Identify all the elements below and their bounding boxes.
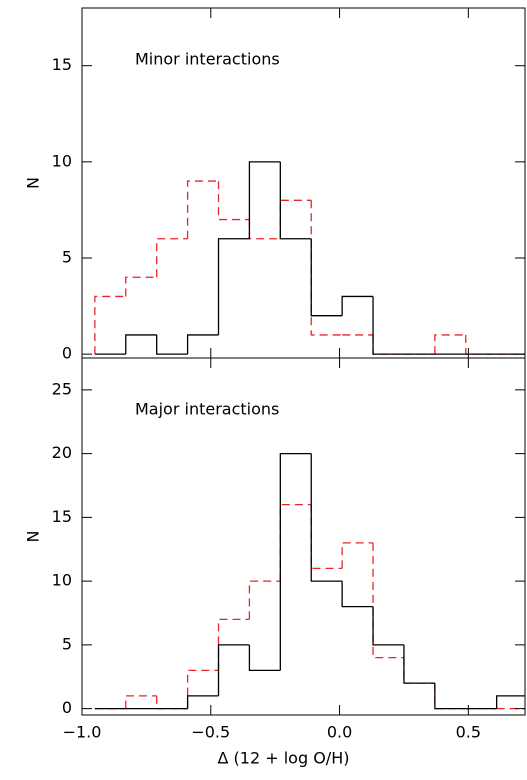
- histogram-bin: [372, 296, 404, 355]
- histogram-bin: [341, 581, 374, 608]
- histogram-bin: [403, 657, 435, 684]
- y-tick-label: 15: [52, 507, 72, 526]
- histogram-bin: [125, 695, 157, 709]
- x-tick-label: 0.5: [456, 723, 481, 742]
- histogram-bin: [125, 334, 157, 355]
- y-tick-label: 25: [52, 379, 72, 398]
- histogram-bin: [434, 683, 466, 710]
- histogram-bin: [156, 695, 188, 710]
- x-tick-label: 0.0: [327, 723, 352, 742]
- histogram-bin: [248, 161, 281, 239]
- histogram-bin: [217, 238, 250, 335]
- x-tick-label: −0.5: [191, 723, 230, 742]
- histogram-bin: [217, 181, 250, 221]
- histogram-bin: [279, 161, 312, 240]
- y-tick-label: 0: [62, 698, 72, 717]
- annotation: Minor interactions: [135, 50, 280, 69]
- histogram-bin: [279, 452, 312, 671]
- y-tick-label: 5: [62, 248, 72, 267]
- y-tick-label: 5: [62, 634, 72, 653]
- histogram-bin: [372, 606, 404, 646]
- histogram-bin: [186, 695, 219, 709]
- histogram-bin: [186, 669, 219, 709]
- histogram-bin: [341, 295, 374, 316]
- histogram-bin: [94, 295, 126, 355]
- histogram-bin: [248, 644, 281, 672]
- y-tick-label: 20: [52, 443, 72, 462]
- y-tick-label: 15: [52, 55, 72, 74]
- histogram-bin: [186, 334, 219, 355]
- histogram-bin: [310, 504, 343, 570]
- y-tick-label: 10: [52, 571, 72, 590]
- plot-area: [94, 452, 525, 710]
- histogram-bin: [341, 542, 374, 569]
- plot-area: [94, 161, 525, 355]
- y-tick-label: 10: [52, 151, 72, 170]
- histogram-bin: [279, 503, 312, 582]
- histogram-bin: [310, 200, 343, 336]
- histogram-bin: [125, 276, 157, 297]
- y-axis-label: N: [24, 531, 43, 543]
- y-tick-label: 0: [62, 344, 72, 363]
- histogram-bin: [372, 334, 404, 355]
- histogram-bin: [279, 199, 312, 239]
- histogram-bin: [156, 334, 188, 355]
- histogram-bin: [186, 180, 219, 239]
- histogram-bin: [156, 238, 188, 278]
- x-tick-label: −1.0: [63, 723, 102, 742]
- histogram-bin: [248, 219, 281, 240]
- histogram-bin: [434, 683, 466, 710]
- x-axis-label: Δ (12 + log O/H): [218, 749, 350, 768]
- frame: [81, 357, 526, 716]
- histogram-bin: [403, 644, 435, 684]
- histogram-bin: [217, 644, 250, 696]
- histogram-bin: [248, 580, 281, 620]
- annotation: Major interactions: [135, 400, 279, 419]
- histogram-bin: [310, 453, 343, 582]
- histogram-bin: [372, 542, 404, 659]
- histogram-bin: [310, 238, 343, 317]
- histogram-bin: [465, 334, 497, 355]
- histogram-bin: [434, 334, 466, 355]
- histogram-bin: [496, 695, 525, 709]
- y-axis-label: N: [24, 177, 43, 189]
